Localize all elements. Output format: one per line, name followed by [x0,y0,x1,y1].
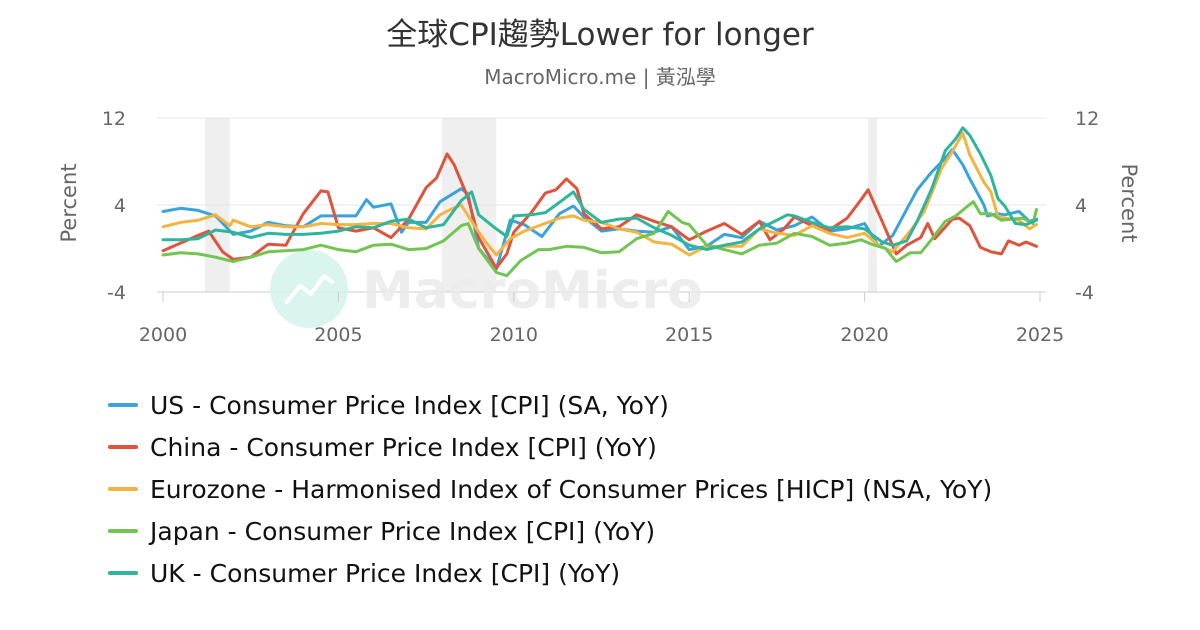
legend-swatch-japan [108,529,138,533]
legend-item-japan[interactable]: Japan - Consumer Price Index [CPI] (YoY) [108,510,992,552]
chart-title: 全球CPI趨勢Lower for longer [386,17,814,53]
legend-swatch-china [108,445,138,449]
series-lines [161,126,1038,278]
legend-label-us: US - Consumer Price Index [CPI] (SA, YoY… [150,390,669,420]
y-tick-right--4: -4 [1075,282,1094,304]
y-tick-left-4: 4 [114,195,126,217]
series-line-3[interactable] [161,200,1038,278]
y-tick-left--4: -4 [107,282,126,304]
watermark-logo-icon [270,250,348,328]
series-line-1[interactable] [161,152,1038,270]
y-tick-right-4: 4 [1075,195,1087,217]
legend-item-uk[interactable]: UK - Consumer Price Index [CPI] (YoY) [108,552,992,594]
legend-label-japan: Japan - Consumer Price Index [CPI] (YoY) [150,516,656,546]
legend-swatch-eurozone [108,487,138,491]
series-line-2[interactable] [161,131,1038,257]
series-line-4[interactable] [161,126,1038,252]
x-tick-2015: 2015 [665,324,713,346]
y-axis-title-right: Percent [1117,163,1141,242]
legend-item-eurozone[interactable]: Eurozone - Harmonised Index of Consumer … [108,468,992,510]
legend-label-uk: UK - Consumer Price Index [CPI] (YoY) [150,558,621,588]
y-tick-right-12: 12 [1075,108,1099,130]
chart-subtitle: MacroMicro.me | 黃泓學 [484,65,716,89]
y-axis-title-left: Percent [57,163,81,242]
watermark-text: MacroMicro [362,261,703,321]
legend-swatch-us [108,403,138,407]
legend-swatch-uk [108,571,138,575]
y-tick-left-12: 12 [102,108,126,130]
legend-item-china[interactable]: China - Consumer Price Index [CPI] (YoY) [108,426,992,468]
chart-legend: US - Consumer Price Index [CPI] (SA, YoY… [108,384,992,594]
legend-label-china: China - Consumer Price Index [CPI] (YoY) [150,432,657,462]
x-tick-2000: 2000 [139,324,187,346]
x-tick-2025: 2025 [1016,324,1064,346]
axes: 12 12 4 4 -4 -4 2000 2005 2010 2015 2020 2025 [102,108,1099,346]
x-tick-2020: 2020 [840,324,888,346]
x-tick-2005: 2005 [314,324,362,346]
legend-item-us[interactable]: US - Consumer Price Index [CPI] (SA, YoY… [108,384,992,426]
watermark: MacroMicro [270,250,703,328]
x-tick-2010: 2010 [490,324,538,346]
legend-label-eurozone: Eurozone - Harmonised Index of Consumer … [150,474,993,504]
